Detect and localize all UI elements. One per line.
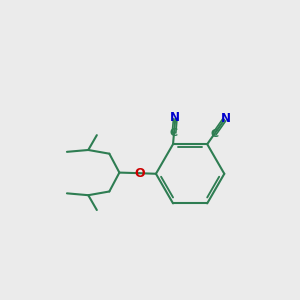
- Text: N: N: [170, 111, 180, 124]
- Text: C: C: [210, 129, 218, 139]
- Text: O: O: [134, 167, 145, 180]
- Text: C: C: [170, 128, 178, 138]
- Text: N: N: [221, 112, 231, 125]
